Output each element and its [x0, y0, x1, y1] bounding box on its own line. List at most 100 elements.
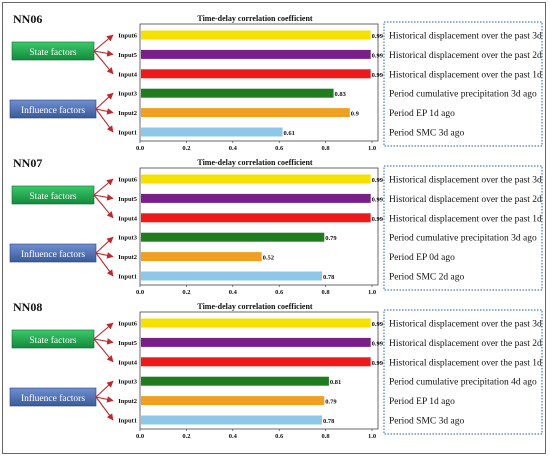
bar-input6	[141, 318, 371, 328]
x-tick-label: 0.8	[322, 433, 331, 440]
category-label: Input2	[118, 398, 137, 405]
category-label: Input5	[118, 196, 138, 203]
value-label: 0.99	[372, 72, 384, 79]
category-label: Input4	[118, 71, 138, 78]
arrow	[93, 194, 114, 219]
description-text: Period cumulative precipitation 4d ago	[389, 378, 537, 388]
arrow	[95, 396, 114, 421]
value-label: 0.79	[325, 399, 337, 406]
panel-label: NN06	[13, 12, 42, 26]
value-label: 0.79	[325, 235, 337, 242]
x-tick-label: 0.0	[136, 289, 144, 296]
category-label: Input1	[118, 418, 137, 425]
category-label: Input6	[118, 177, 138, 184]
category-label: Input5	[118, 340, 138, 347]
category-label: Input1	[118, 274, 137, 281]
value-label: 0.61	[284, 130, 295, 137]
arrow	[95, 396, 114, 403]
x-tick-label: 0.8	[322, 145, 331, 152]
category-label: Input2	[118, 110, 137, 117]
chart-title: Time-delay correlation coefficient	[197, 158, 313, 167]
x-tick-label: 0.4	[229, 289, 238, 296]
bar-input1	[141, 415, 322, 425]
arrow	[93, 50, 114, 57]
value-label: 0.99	[372, 340, 384, 347]
category-label: Input1	[118, 130, 137, 137]
x-tick-label: 0.6	[275, 433, 284, 440]
bar-input5	[141, 193, 371, 203]
panel-nn08: NN08 Time-delay correlation coefficient St…	[9, 300, 543, 440]
arrow	[93, 338, 114, 363]
chart-title: Time-delay correlation coefficient	[197, 14, 313, 23]
description-text: Historical displacement over the past 2d	[389, 51, 542, 61]
influence-factors-label: Influence factors	[21, 393, 85, 404]
bar-input2	[141, 252, 262, 262]
bar-input3	[141, 232, 325, 242]
description-frame	[383, 309, 543, 435]
plot-frame	[139, 167, 379, 286]
description-text: Period EP 0d ago	[389, 253, 455, 263]
value-label: 0.52	[263, 255, 274, 262]
x-tick-label: 0.4	[229, 145, 238, 152]
bar-input5	[141, 337, 371, 347]
arrow	[93, 50, 114, 75]
arrow	[95, 252, 114, 277]
category-label: Input3	[118, 235, 138, 242]
category-label: Input2	[118, 254, 137, 261]
description-text: Historical displacement over the past 1d	[389, 70, 542, 80]
bar-input4	[141, 357, 371, 367]
description-text: Historical displacement over the past 3d	[389, 176, 542, 186]
value-label: 0.99	[372, 33, 384, 40]
panel-nn07: NN07 Time-delay correlation coefficient St…	[9, 156, 543, 296]
arrow	[95, 108, 114, 115]
arrow	[95, 108, 114, 133]
x-tick-label: 0.6	[275, 145, 284, 152]
value-label: 0.81	[330, 379, 341, 386]
arrow	[95, 380, 114, 398]
description-text: Historical displacement over the past 2d	[389, 339, 542, 349]
value-label: 0.99	[372, 196, 384, 203]
description-text: Period SMC 2d ago	[389, 273, 464, 283]
state-factors-label: State factors	[29, 47, 77, 58]
x-tick-label: 1.0	[368, 145, 376, 152]
plot-frame	[139, 311, 379, 430]
influence-factors-label: Influence factors	[21, 105, 85, 116]
arrow	[95, 92, 114, 110]
bar-input2	[141, 396, 325, 406]
description-text: Period EP 1d ago	[389, 397, 455, 407]
description-text: Period EP 1d ago	[389, 109, 455, 119]
arrow	[95, 236, 114, 254]
description-text: Period SMC 3d ago	[389, 129, 464, 139]
arrow	[93, 178, 114, 196]
description-text: Historical displacement over the past 1d	[389, 358, 542, 368]
state-factors-label: State factors	[29, 335, 77, 346]
bar-input2	[141, 108, 350, 118]
x-tick-label: 0.2	[182, 145, 190, 152]
category-label: Input4	[118, 359, 138, 366]
bar-input4	[141, 213, 371, 223]
plot-frame	[139, 23, 379, 142]
influence-factors-label: Influence factors	[21, 249, 85, 260]
arrow	[93, 338, 114, 345]
x-tick-label: 0.0	[136, 433, 144, 440]
bar-input4	[141, 69, 371, 79]
panel-nn06: NN06 Time-delay correlation coefficient St…	[9, 12, 543, 152]
x-tick-label: 1.0	[368, 289, 376, 296]
category-label: Input3	[118, 91, 138, 98]
bar-input6	[141, 174, 371, 184]
x-tick-label: 0.2	[182, 289, 190, 296]
value-label: 0.78	[323, 274, 335, 281]
x-tick-label: 0.6	[275, 289, 284, 296]
description-text: Period SMC 3d ago	[389, 417, 464, 427]
panel-label: NN07	[13, 156, 42, 170]
description-frame	[383, 165, 543, 291]
chart-title: Time-delay correlation coefficient	[197, 302, 313, 311]
bar-input3	[141, 376, 329, 386]
x-tick-label: 1.0	[368, 433, 376, 440]
arrow	[95, 252, 114, 259]
value-label: 0.9	[351, 111, 360, 118]
category-label: Input6	[118, 321, 138, 328]
category-label: Input6	[118, 33, 138, 40]
category-label: Input3	[118, 379, 138, 386]
